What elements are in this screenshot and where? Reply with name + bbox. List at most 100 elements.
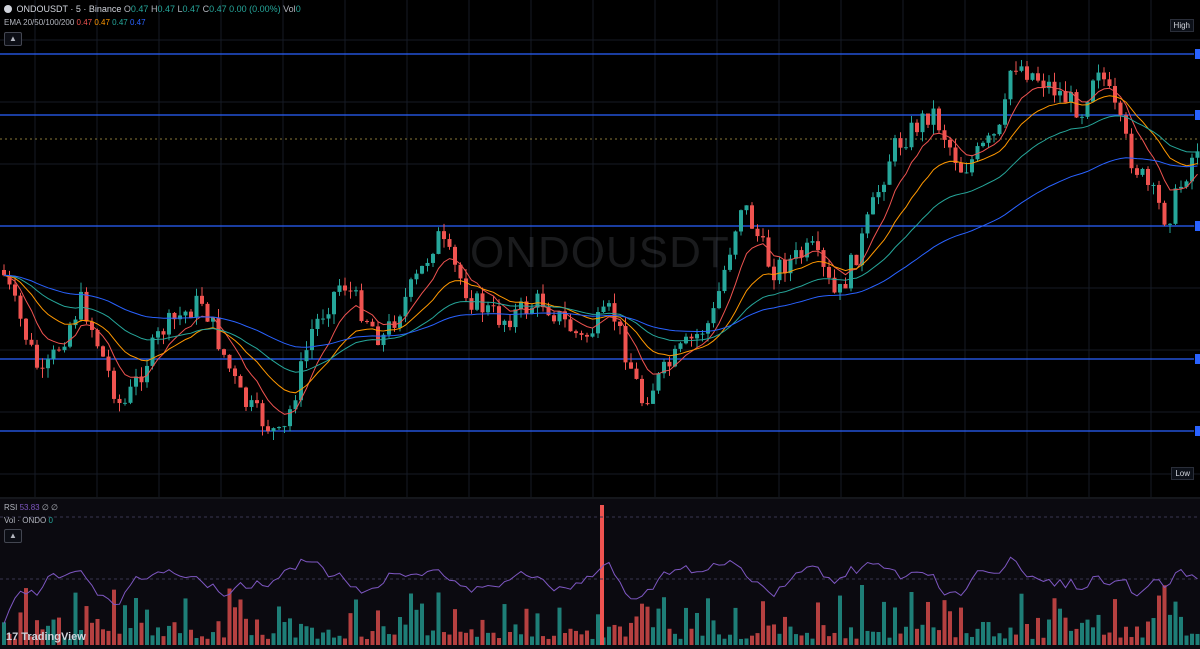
volume-bar bbox=[310, 627, 314, 645]
candle bbox=[139, 376, 144, 383]
candle bbox=[717, 291, 721, 309]
volume-bar bbox=[453, 609, 457, 645]
volume-bar bbox=[596, 614, 600, 645]
candle bbox=[354, 290, 358, 292]
candle bbox=[854, 254, 859, 266]
close-value: 0.47 bbox=[209, 4, 227, 14]
candle bbox=[728, 254, 732, 270]
candle bbox=[590, 333, 595, 337]
candle bbox=[574, 331, 578, 334]
volume-bar bbox=[1113, 599, 1117, 645]
volume-bar bbox=[838, 595, 842, 645]
candle bbox=[1190, 157, 1194, 182]
volume-bar bbox=[95, 618, 100, 645]
tradingview-logo[interactable]: 17 TradingView bbox=[6, 631, 86, 643]
candle bbox=[156, 331, 160, 338]
volume-bar bbox=[502, 604, 507, 645]
volume-bar bbox=[491, 632, 496, 645]
candle bbox=[1113, 86, 1117, 103]
candle bbox=[1195, 151, 1200, 158]
candle bbox=[750, 205, 754, 229]
candle bbox=[964, 172, 969, 174]
volume-bar bbox=[194, 638, 199, 645]
volume-bar bbox=[1195, 633, 1200, 645]
candle bbox=[871, 197, 875, 215]
volume-bar bbox=[1063, 617, 1068, 645]
candle bbox=[1184, 181, 1189, 187]
ema-legend[interactable]: EMA 20/50/100/200 0.47 0.47 0.47 0.47 bbox=[4, 18, 146, 27]
volume-bar bbox=[244, 618, 248, 645]
volume-bar bbox=[216, 621, 221, 645]
candle bbox=[816, 241, 820, 251]
candle bbox=[1091, 80, 1095, 102]
volume-bar bbox=[970, 636, 974, 645]
candle bbox=[227, 354, 232, 369]
volume-bar bbox=[1124, 626, 1128, 645]
volume-legend[interactable]: Vol · ONDO 0 bbox=[4, 516, 53, 525]
candle bbox=[117, 398, 122, 404]
ema20-value: 0.47 bbox=[76, 18, 93, 27]
volume-bar bbox=[948, 611, 952, 645]
candle bbox=[46, 358, 50, 369]
volume-bar bbox=[1157, 595, 1161, 645]
candle bbox=[106, 356, 111, 371]
candle bbox=[887, 161, 892, 185]
rsi-label: RSI bbox=[4, 503, 18, 512]
candle bbox=[794, 250, 798, 259]
volume-bar bbox=[354, 599, 358, 645]
candle bbox=[13, 284, 17, 296]
volume-pane-value: 0 bbox=[48, 516, 53, 525]
volume-bar bbox=[68, 638, 72, 645]
volume-bar bbox=[1102, 634, 1106, 645]
volume-bar bbox=[827, 636, 831, 645]
candle bbox=[920, 113, 925, 133]
candle bbox=[458, 264, 463, 279]
candle bbox=[557, 311, 562, 322]
candle bbox=[244, 387, 248, 407]
candle bbox=[464, 278, 468, 299]
volume-bar bbox=[585, 630, 589, 645]
volume-bar bbox=[876, 632, 881, 645]
candle bbox=[684, 336, 688, 344]
candle bbox=[84, 291, 89, 322]
rsi-legend[interactable]: RSI 53.83 ∅ ∅ bbox=[4, 503, 58, 512]
volume-bar bbox=[18, 612, 23, 645]
candle bbox=[1096, 72, 1101, 81]
ema-label: EMA 20/50/100/200 bbox=[4, 18, 75, 27]
candle bbox=[843, 284, 848, 289]
candle bbox=[304, 350, 309, 362]
candle bbox=[431, 253, 435, 263]
volume-bar bbox=[1151, 618, 1156, 645]
volume-bar bbox=[607, 626, 611, 645]
low-value: 0.47 bbox=[182, 4, 201, 14]
volume-bar bbox=[750, 635, 754, 645]
volume-bar bbox=[1047, 619, 1051, 645]
volume-bar bbox=[57, 617, 61, 645]
tradingview-mark-icon: 17 bbox=[6, 631, 19, 643]
candle bbox=[1124, 115, 1128, 134]
volume-bar bbox=[90, 622, 94, 645]
candle bbox=[271, 428, 276, 432]
chevron-up-icon[interactable]: ▲ bbox=[4, 32, 22, 46]
candle bbox=[1102, 72, 1106, 80]
volume-bar bbox=[414, 609, 419, 645]
volume-bar bbox=[673, 633, 677, 645]
volume-bar bbox=[13, 638, 17, 645]
candle bbox=[1008, 70, 1013, 100]
candle bbox=[387, 321, 391, 335]
ema50-value: 0.47 bbox=[94, 18, 110, 27]
volume-bar bbox=[106, 630, 111, 645]
symbol-name[interactable]: ONDOUSDT · 5 · Binance bbox=[16, 4, 122, 14]
volume-bar bbox=[843, 638, 848, 645]
candle bbox=[805, 242, 809, 258]
level-marker bbox=[1195, 426, 1200, 436]
volume-bar bbox=[1184, 635, 1189, 645]
volume-bar bbox=[612, 624, 617, 645]
candle bbox=[601, 306, 606, 313]
candle bbox=[777, 259, 782, 281]
candle bbox=[678, 343, 683, 349]
candle bbox=[326, 314, 331, 319]
candle bbox=[486, 305, 490, 313]
chevron-up-icon[interactable]: ▲ bbox=[4, 529, 22, 543]
